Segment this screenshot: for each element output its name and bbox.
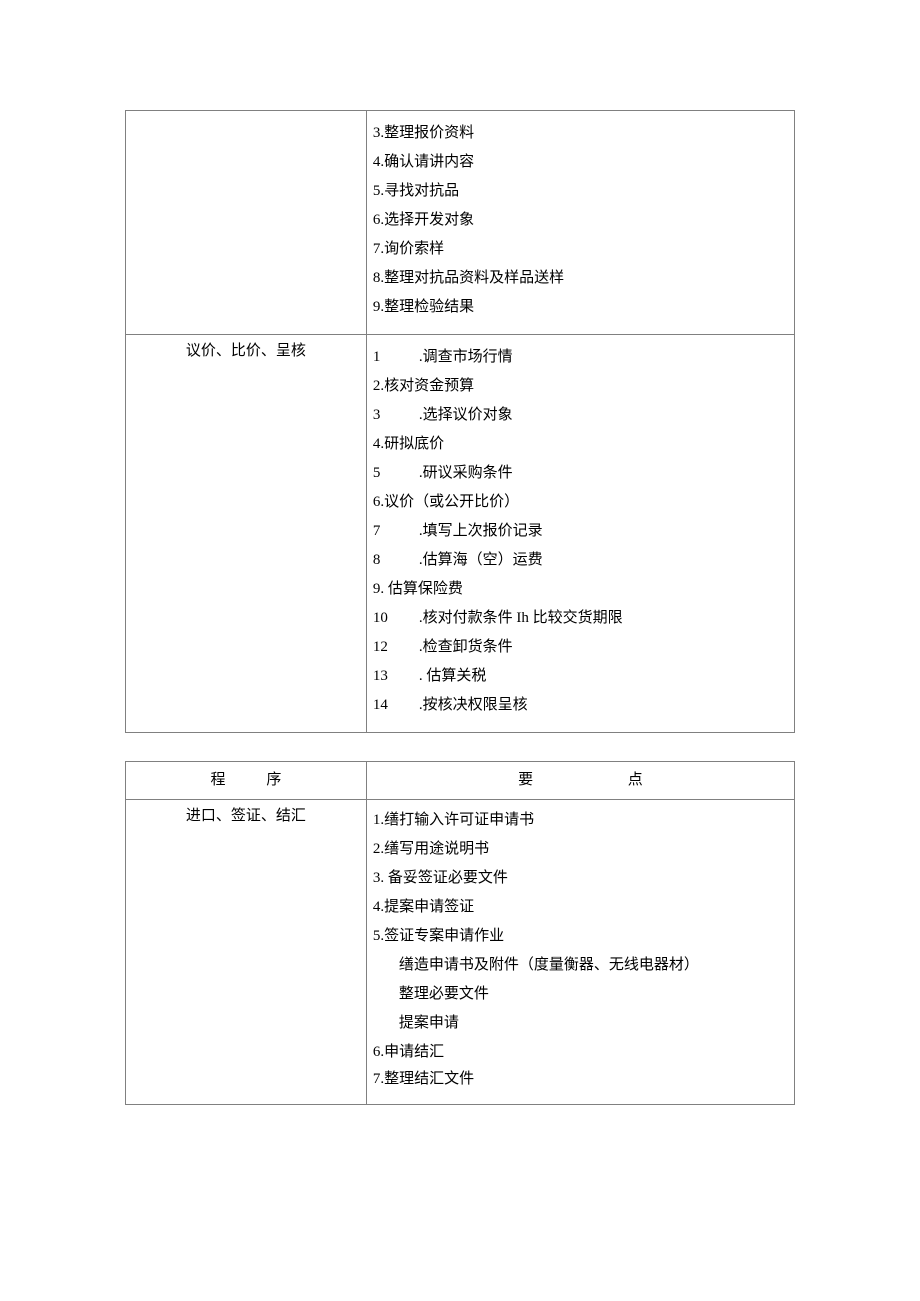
list-item: 1.缮打输入许可证申请书 bbox=[373, 810, 788, 831]
list-item: 4.研拟底价 bbox=[373, 434, 788, 455]
item-number: 7 bbox=[373, 521, 415, 542]
table-row: 议价、比价、呈核 1.调查市场行情 2.核对资金预算 3.选择议价对象 4.研拟底价 5… bbox=[126, 335, 795, 733]
list-item: 14.按核决权限呈核 bbox=[373, 695, 788, 716]
item-number: 8 bbox=[373, 550, 415, 571]
procedure-cell: 进口、签证、结汇 bbox=[126, 800, 367, 1105]
procedure-cell: 议价、比价、呈核 bbox=[126, 335, 367, 733]
header-char: 序 bbox=[266, 770, 281, 791]
list-item: 4.提案申请签证 bbox=[373, 897, 788, 918]
item-number: 1 bbox=[373, 347, 415, 368]
item-number: 14 bbox=[373, 695, 415, 716]
item-text: .调查市场行情 bbox=[419, 349, 513, 365]
list-item: 13. 估算关税 bbox=[373, 666, 788, 687]
procedure-label: 议价、比价、呈核 bbox=[186, 343, 306, 359]
header-points: 要 点 bbox=[366, 762, 794, 800]
item-text: .按核决权限呈核 bbox=[419, 697, 528, 713]
table-row: 3.整理报价资料 4.确认请讲内容 5.寻找对抗品 6.选择开发对象 7.询价索样 8.整… bbox=[126, 111, 795, 335]
item-number: 12 bbox=[373, 637, 415, 658]
list-item: 9. 估算保险费 bbox=[373, 579, 788, 600]
list-item: 6.议价（或公开比价） bbox=[373, 492, 788, 513]
item-text: .选择议价对象 bbox=[419, 407, 513, 423]
item-text: .核对付款条件 Ih 比较交货期限 bbox=[419, 610, 623, 626]
points-cell: 1.调查市场行情 2.核对资金预算 3.选择议价对象 4.研拟底价 5.研议采购条件 6.… bbox=[366, 335, 794, 733]
points-cell: 3.整理报价资料 4.确认请讲内容 5.寻找对抗品 6.选择开发对象 7.询价索样 8.整… bbox=[366, 111, 794, 335]
header-char: 点 bbox=[628, 770, 643, 791]
item-number: 10 bbox=[373, 608, 415, 629]
procedure-cell bbox=[126, 111, 367, 335]
points-cell: 1.缮打输入许可证申请书 2.缮写用途说明书 3. 备妥签证必要文件 4.提案申请签证… bbox=[366, 800, 794, 1105]
item-text: .估算海（空）运费 bbox=[419, 552, 543, 568]
list-item: 12.检查卸货条件 bbox=[373, 637, 788, 658]
list-item: 3.选择议价对象 bbox=[373, 405, 788, 426]
list-item: 整理必要文件 bbox=[373, 984, 788, 1005]
list-item: 2.核对资金预算 bbox=[373, 376, 788, 397]
procedure-table-1: 3.整理报价资料 4.确认请讲内容 5.寻找对抗品 6.选择开发对象 7.询价索样 8.整… bbox=[125, 110, 795, 733]
list-item: 5.签证专案申请作业 bbox=[373, 926, 788, 947]
list-item: 6.申请结汇 bbox=[373, 1042, 788, 1063]
list-item: 5.研议采购条件 bbox=[373, 463, 788, 484]
list-item: 8.整理对抗品资料及样品送样 bbox=[373, 268, 788, 289]
item-number: 3 bbox=[373, 405, 415, 426]
table-row: 进口、签证、结汇 1.缮打输入许可证申请书 2.缮写用途说明书 3. 备妥签证必要文… bbox=[126, 800, 795, 1105]
item-text: . 估算关税 bbox=[419, 668, 487, 684]
header-char: 程 bbox=[210, 770, 225, 791]
list-item: 10.核对付款条件 Ih 比较交货期限 bbox=[373, 608, 788, 629]
list-item: 提案申请 bbox=[373, 1013, 788, 1034]
list-item: 9.整理检验结果 bbox=[373, 297, 788, 318]
list-item: 3.整理报价资料 bbox=[373, 123, 788, 144]
header-char: 要 bbox=[518, 770, 533, 791]
list-item: 2.缮写用途说明书 bbox=[373, 839, 788, 860]
table-header: 程 序 要 点 bbox=[126, 762, 795, 800]
list-item: 7.整理结汇文件 bbox=[373, 1069, 788, 1090]
list-item: 5.寻找对抗品 bbox=[373, 181, 788, 202]
list-item: 7.询价索样 bbox=[373, 239, 788, 260]
header-procedure: 程 序 bbox=[126, 762, 367, 800]
list-item: 1.调查市场行情 bbox=[373, 347, 788, 368]
list-item: 6.选择开发对象 bbox=[373, 210, 788, 231]
list-item: 3. 备妥签证必要文件 bbox=[373, 868, 788, 889]
procedure-label: 进口、签证、结汇 bbox=[186, 808, 306, 824]
item-number: 5 bbox=[373, 463, 415, 484]
procedure-table-2: 程 序 要 点 进口、签证、结汇 1.缮打输入许可证申请书 2.缮写用途说明书 3.… bbox=[125, 761, 795, 1105]
list-item: 7.填写上次报价记录 bbox=[373, 521, 788, 542]
item-text: .检查卸货条件 bbox=[419, 639, 513, 655]
item-number: 13 bbox=[373, 666, 415, 687]
list-item: 8.估算海（空）运费 bbox=[373, 550, 788, 571]
list-item: 4.确认请讲内容 bbox=[373, 152, 788, 173]
item-text: .研议采购条件 bbox=[419, 465, 513, 481]
item-text: .填写上次报价记录 bbox=[419, 523, 543, 539]
list-item: 缮造申请书及附件（度量衡器、无线电器材） bbox=[373, 955, 788, 976]
